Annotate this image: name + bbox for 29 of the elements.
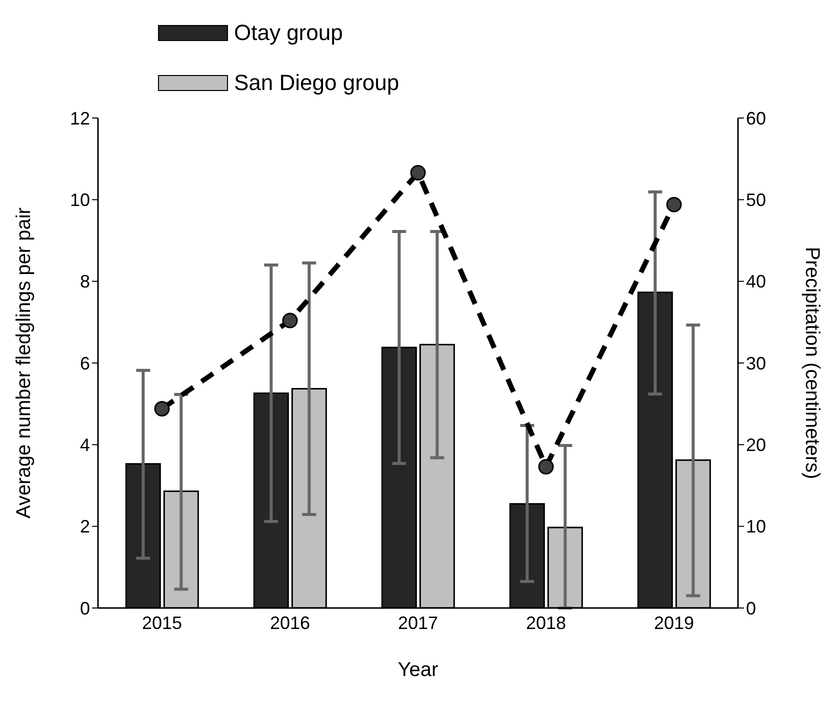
- y2-tick-label: 60: [746, 108, 766, 128]
- legend-label: Otay group: [234, 20, 343, 46]
- y2-tick-label: 50: [746, 190, 766, 210]
- legend-label: San Diego group: [234, 70, 400, 96]
- point: [282, 312, 298, 328]
- x-tick-label: 2019: [654, 612, 694, 633]
- y2-tick-label: 30: [746, 353, 766, 374]
- x-tick-label: 2017: [398, 612, 438, 633]
- y2-tick-label: 10: [746, 516, 766, 537]
- y-tick-label: 4: [80, 435, 90, 456]
- y2-tick-label: 20: [746, 435, 766, 456]
- y-tick-label: 6: [80, 353, 90, 374]
- y-tick-label: 8: [80, 272, 90, 292]
- x-tick-label: 2018: [526, 612, 566, 633]
- point: [154, 400, 170, 416]
- y2-tick-label: 0: [746, 598, 756, 618]
- y-tick-label: 12: [70, 108, 90, 128]
- x-tick-label: 2016: [270, 612, 310, 633]
- y-tick-label: 2: [80, 516, 90, 537]
- y2-tick-label: 40: [746, 272, 766, 292]
- x-axis-title: Year: [398, 659, 439, 681]
- point: [410, 164, 426, 180]
- x-tick-label: 2015: [142, 612, 182, 633]
- point: [666, 196, 682, 212]
- point: [538, 458, 554, 474]
- y-axis-title: Average number fledglings per pair: [13, 207, 36, 518]
- y-tick-label: 10: [70, 190, 90, 210]
- y2-axis-title: Precipitation (centimeters): [800, 246, 823, 480]
- y-tick-label: 0: [80, 598, 90, 618]
